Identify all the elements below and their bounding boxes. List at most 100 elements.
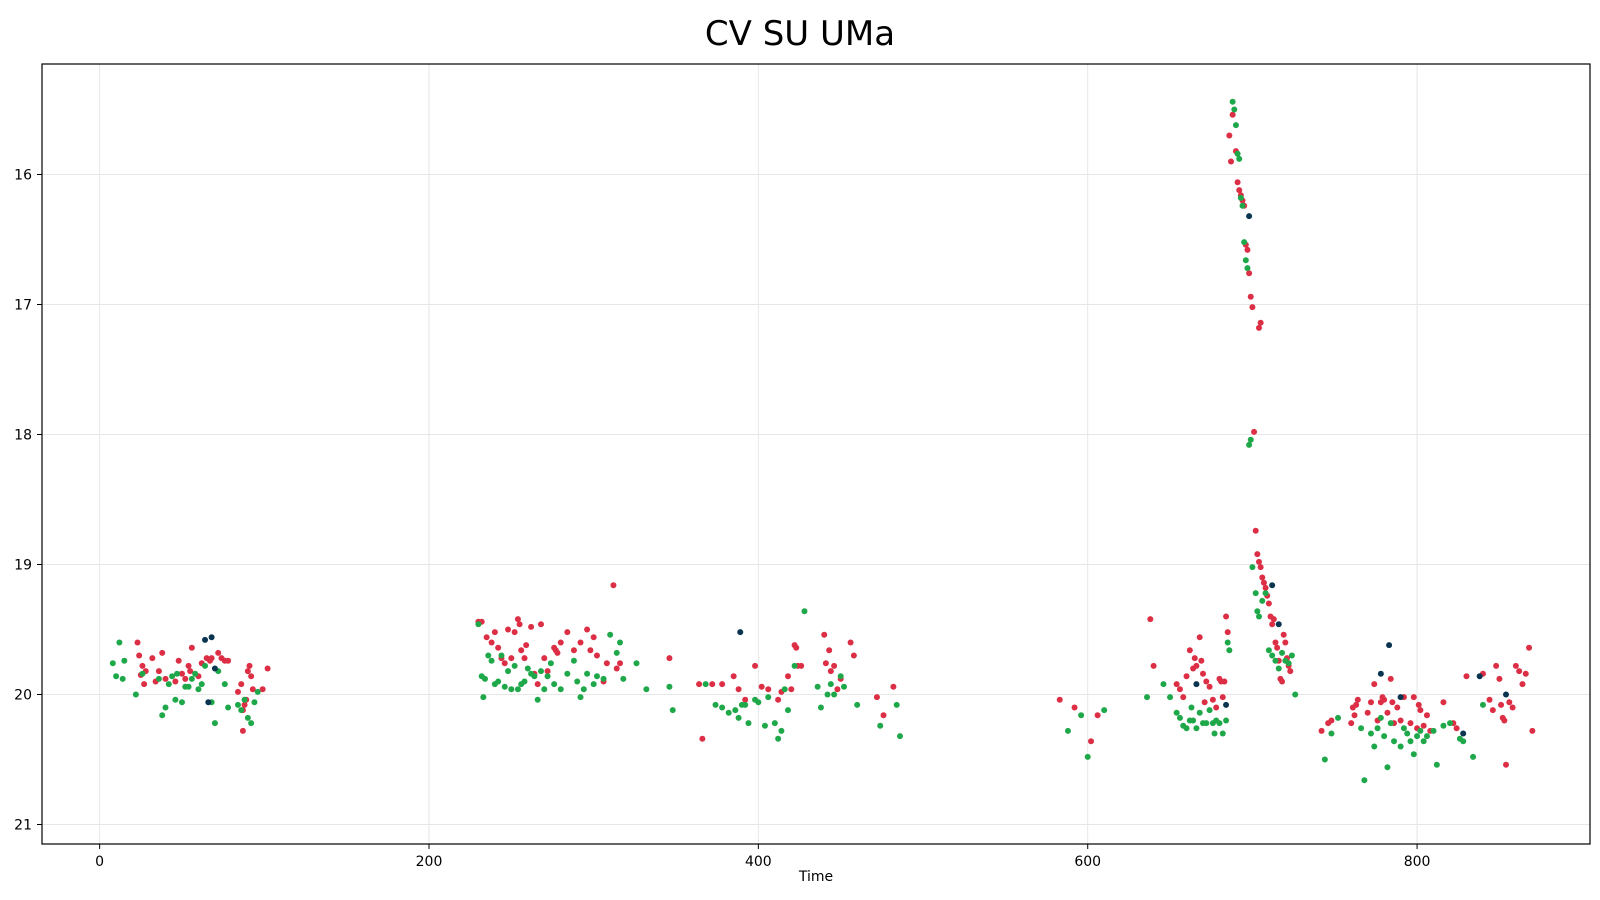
data-point <box>1203 720 1210 727</box>
data-point <box>1348 720 1355 727</box>
data-point <box>1088 738 1095 745</box>
data-point <box>745 720 752 727</box>
data-point <box>521 655 528 662</box>
data-point <box>737 629 744 636</box>
data-point <box>162 704 169 711</box>
data-point <box>1351 712 1358 719</box>
data-point <box>139 662 146 669</box>
data-point <box>709 681 716 688</box>
data-point <box>742 696 749 703</box>
data-point <box>1407 738 1414 745</box>
data-point <box>1501 717 1508 724</box>
data-point <box>1257 319 1264 326</box>
data-point <box>1506 699 1513 706</box>
data-point <box>1101 707 1108 714</box>
data-point <box>1415 701 1422 708</box>
data-point <box>202 662 209 669</box>
data-point <box>732 707 739 714</box>
data-point <box>1231 106 1238 113</box>
data-point <box>547 660 554 667</box>
data-point <box>827 681 834 688</box>
data-point <box>1144 694 1151 701</box>
data-point <box>1211 730 1218 737</box>
data-point <box>1420 738 1427 745</box>
data-point <box>1328 730 1335 737</box>
data-point <box>1512 662 1519 669</box>
data-point <box>518 647 525 654</box>
data-point <box>1493 662 1500 669</box>
data-point <box>1224 629 1231 636</box>
data-point <box>1353 701 1360 708</box>
data-point <box>1246 213 1253 220</box>
data-point <box>1414 733 1421 740</box>
data-point <box>1200 670 1206 677</box>
data-point <box>1249 564 1256 571</box>
data-point <box>1203 678 1210 685</box>
data-point <box>495 678 502 685</box>
x-tick-label: 400 <box>745 854 772 870</box>
data-point <box>1503 691 1510 698</box>
plot-frame <box>41 63 1591 845</box>
data-point <box>890 683 897 690</box>
data-point <box>155 675 162 682</box>
data-point <box>528 623 535 630</box>
data-point <box>1236 155 1243 162</box>
data-point <box>1423 712 1430 719</box>
data-point <box>1377 714 1384 721</box>
data-point <box>1262 584 1269 591</box>
data-point <box>730 673 737 680</box>
data-point <box>771 720 778 727</box>
data-point <box>633 660 640 667</box>
data-point <box>1255 324 1262 331</box>
data-point <box>178 670 185 677</box>
data-point <box>119 675 126 682</box>
data-point <box>241 701 248 708</box>
data-point <box>187 668 194 675</box>
data-point <box>725 709 732 716</box>
data-point <box>1213 704 1220 711</box>
y-tick-label: 18 <box>14 428 32 444</box>
data-point <box>488 639 495 646</box>
data-point <box>1529 727 1536 734</box>
data-point <box>1224 639 1231 646</box>
data-point <box>584 670 591 677</box>
data-point <box>109 660 116 667</box>
data-point <box>141 681 148 688</box>
data-point <box>1361 777 1368 784</box>
data-point <box>1292 691 1299 698</box>
data-point <box>248 673 255 680</box>
data-point <box>1516 668 1523 675</box>
data-point <box>1247 293 1254 300</box>
data-point <box>544 673 551 680</box>
data-point <box>165 681 172 688</box>
data-point <box>570 647 577 654</box>
data-point <box>1279 649 1286 656</box>
data-point <box>719 681 726 688</box>
data-point <box>208 634 215 641</box>
data-point <box>1371 681 1378 688</box>
data-point <box>192 670 199 677</box>
data-point <box>1219 694 1226 701</box>
data-point <box>896 733 903 740</box>
data-point <box>1259 597 1266 604</box>
data-point <box>1188 704 1195 711</box>
data-point <box>1381 696 1388 703</box>
data-point <box>1389 699 1396 706</box>
data-point <box>620 675 627 682</box>
data-point <box>554 649 561 656</box>
data-point <box>1410 751 1417 758</box>
data-point <box>1265 647 1272 654</box>
data-point <box>610 582 617 589</box>
data-point <box>516 621 523 628</box>
data-point <box>877 722 884 729</box>
data-point <box>1227 158 1234 165</box>
data-point <box>1460 738 1467 745</box>
data-point <box>755 699 762 706</box>
data-point <box>1285 660 1292 667</box>
data-point <box>880 712 887 719</box>
data-point <box>480 694 487 701</box>
data-point <box>775 735 782 742</box>
data-point <box>831 662 838 669</box>
data-point <box>1386 642 1393 649</box>
data-point <box>132 691 139 698</box>
